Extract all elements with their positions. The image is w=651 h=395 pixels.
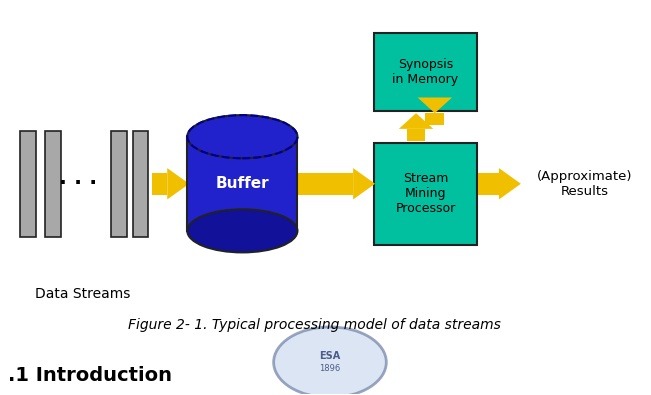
Text: (Approximate)
Results: (Approximate) Results (536, 170, 632, 198)
Ellipse shape (187, 115, 298, 158)
Bar (152, 173, 167, 195)
Bar (111, 131, 126, 237)
Text: Data Streams: Data Streams (35, 287, 130, 301)
Bar (374, 33, 477, 111)
Bar (407, 129, 425, 141)
Text: Synopsis
in Memory: Synopsis in Memory (393, 58, 458, 86)
Text: Figure 2- 1. Typical processing model of data streams: Figure 2- 1. Typical processing model of… (128, 318, 501, 332)
Text: · · ·: · · · (59, 173, 97, 193)
Text: Stream
Mining
Processor: Stream Mining Processor (395, 172, 456, 215)
Bar (374, 143, 477, 245)
Polygon shape (167, 168, 189, 199)
Bar (478, 173, 499, 195)
Text: .1 Introduction: .1 Introduction (8, 367, 172, 386)
Polygon shape (399, 113, 434, 129)
Bar (20, 131, 36, 237)
Polygon shape (499, 168, 521, 199)
Bar (45, 131, 61, 237)
Polygon shape (353, 168, 375, 199)
Bar (187, 137, 298, 231)
Ellipse shape (187, 209, 298, 252)
Bar (297, 173, 353, 195)
Bar (425, 113, 444, 125)
Polygon shape (417, 98, 452, 113)
Bar (133, 131, 148, 237)
Text: 1896: 1896 (320, 364, 340, 372)
Text: ESA: ESA (320, 351, 340, 361)
Text: Buffer: Buffer (215, 176, 269, 191)
Circle shape (273, 327, 386, 395)
